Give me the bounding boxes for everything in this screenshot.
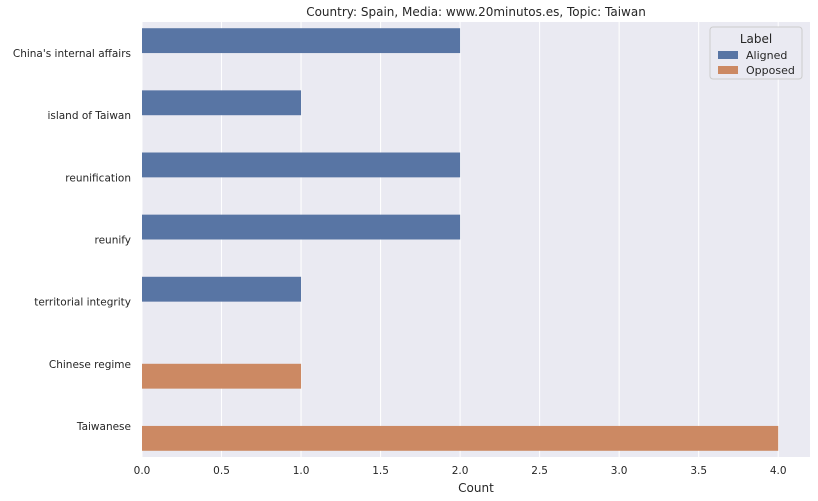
x-tick-label: 0.0 — [134, 465, 151, 477]
category-label: reunification — [65, 172, 131, 184]
x-tick-label: 1.5 — [372, 465, 389, 477]
category-label: island of Taiwan — [47, 110, 131, 122]
legend-label: Opposed — [746, 64, 795, 77]
bar-aligned — [142, 28, 461, 54]
bar-aligned — [142, 90, 302, 116]
x-tick-labels: 0.0 0.5 1.0 1.5 2.0 2.5 3.0 3.5 4.0 — [134, 465, 787, 477]
bar-aligned — [142, 276, 302, 302]
x-tick-label: 2.0 — [452, 465, 469, 477]
category-label: Chinese regime — [49, 359, 131, 371]
x-tick-label: 1.0 — [293, 465, 310, 477]
bars — [142, 28, 779, 451]
category-labels: China's internal affairs island of Taiwan… — [13, 48, 131, 433]
category-label: China's internal affairs — [13, 48, 131, 60]
x-tick-label: 3.5 — [690, 465, 707, 477]
bar-opposed — [142, 363, 302, 389]
legend-swatch — [718, 51, 738, 59]
x-tick-label: 0.5 — [213, 465, 230, 477]
bar-opposed — [142, 425, 779, 451]
x-axis-label: Count — [458, 481, 494, 495]
x-tick-label: 4.0 — [770, 465, 787, 477]
bar-aligned — [142, 152, 461, 178]
x-tick-label: 2.5 — [531, 465, 548, 477]
chart-title: Country: Spain, Media: www.20minutos.es,… — [306, 5, 646, 19]
category-label: territorial integrity — [34, 297, 131, 309]
bar-aligned — [142, 214, 461, 240]
legend-title: Label — [740, 32, 772, 46]
legend-label: Aligned — [746, 49, 787, 62]
legend: Label Aligned Opposed — [709, 26, 803, 80]
category-label: Taiwanese — [76, 421, 131, 433]
x-tick-label: 3.0 — [611, 465, 628, 477]
legend-swatch — [718, 66, 738, 74]
category-label: reunify — [95, 235, 132, 247]
